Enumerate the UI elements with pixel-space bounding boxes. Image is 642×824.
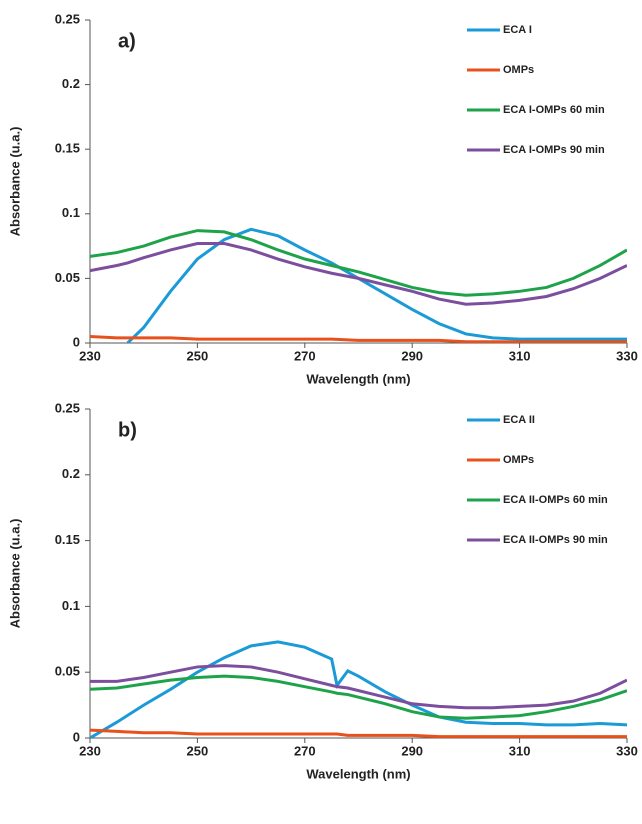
y-tick-label: 0.15: [55, 141, 80, 156]
legend-label: ECA II-OMPs 90 min: [503, 534, 608, 546]
x-tick-label: 310: [509, 743, 531, 758]
series-line: [90, 664, 627, 710]
x-axis-label: Wavelength (nm): [306, 766, 410, 781]
annotation: b): [118, 419, 137, 441]
y-tick-label: 0: [73, 729, 80, 744]
y-tick-label: 0.1: [62, 598, 80, 613]
legend-label: ECA II-OMPs 60 min: [503, 494, 608, 506]
y-tick-label: 0.05: [55, 664, 80, 679]
chart: 0 0.05 0.1 0.15 0.2 0.25 230 250 270 290 310 330 Wav…: [7, 11, 637, 386]
x-tick-label: 270: [294, 743, 316, 758]
series-line: [90, 335, 627, 343]
x-tick-label: 330: [616, 348, 638, 363]
y-tick-label: 0: [73, 334, 80, 349]
legend-label: ECA I: [503, 24, 532, 36]
x-tick-label: 270: [294, 348, 316, 363]
series-line: [126, 227, 627, 343]
y-tick-label: 0.25: [55, 11, 80, 26]
legend-label: ECA II: [503, 414, 535, 426]
y-tick-label: 0.2: [62, 466, 80, 481]
y-axis-label: Absorbance (u.a.): [7, 519, 22, 629]
annotation: a): [118, 30, 136, 52]
x-tick-label: 230: [79, 743, 101, 758]
series-line: [90, 728, 627, 738]
y-tick-label: 0.05: [55, 270, 80, 285]
y-axis-label: Absorbance (u.a.): [7, 127, 22, 237]
x-axis-label: Wavelength (nm): [306, 371, 410, 386]
y-tick-label: 0.25: [55, 400, 80, 415]
x-tick-label: 310: [509, 348, 531, 363]
y-tick-label: 0.2: [62, 76, 80, 91]
y-tick-label: 0.15: [55, 532, 80, 547]
series-line: [90, 242, 627, 306]
legend-label: OMPs: [503, 454, 534, 466]
x-tick-label: 250: [187, 743, 209, 758]
y-tick-label: 0.1: [62, 205, 80, 220]
series-line: [90, 229, 627, 297]
x-tick-label: 230: [79, 348, 101, 363]
x-tick-label: 290: [401, 348, 423, 363]
chart: 0 0.05 0.1 0.15 0.2 0.25 230 250 270 290 310 330 Wav…: [7, 400, 637, 781]
legend-label: ECA I-OMPs 90 min: [503, 144, 605, 156]
x-tick-label: 250: [187, 348, 209, 363]
series-line: [90, 674, 627, 720]
legend-label: OMPs: [503, 64, 534, 76]
x-tick-label: 330: [616, 743, 638, 758]
legend-label: ECA I-OMPs 60 min: [503, 104, 605, 116]
x-tick-label: 290: [401, 743, 423, 758]
